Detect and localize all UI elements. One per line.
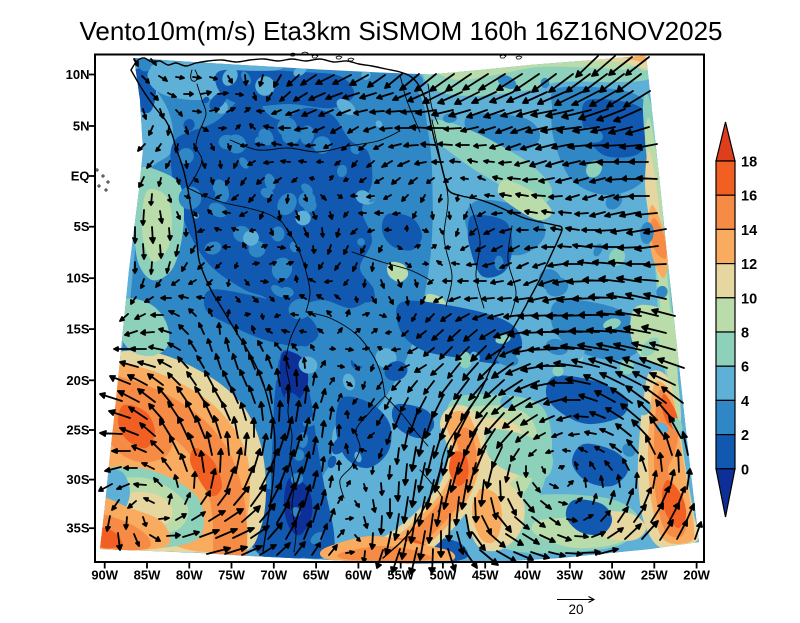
svg-text:Vento10m(m/s) Eta3km SiSMOM 16: Vento10m(m/s) Eta3km SiSMOM 160h 16Z16NO… bbox=[79, 16, 722, 46]
svg-text:35W: 35W bbox=[556, 568, 583, 583]
svg-text:40W: 40W bbox=[514, 568, 541, 583]
svg-text:16: 16 bbox=[741, 189, 757, 205]
svg-text:14: 14 bbox=[741, 223, 757, 239]
svg-text:20: 20 bbox=[568, 602, 583, 617]
svg-text:8: 8 bbox=[741, 326, 749, 342]
svg-text:70W: 70W bbox=[260, 568, 287, 583]
svg-text:90W: 90W bbox=[91, 568, 118, 583]
svg-text:10N: 10N bbox=[66, 67, 90, 82]
svg-text:35S: 35S bbox=[66, 521, 89, 536]
svg-text:18: 18 bbox=[741, 155, 757, 171]
svg-text:60W: 60W bbox=[345, 568, 372, 583]
svg-text:75W: 75W bbox=[218, 568, 245, 583]
svg-text:4: 4 bbox=[741, 394, 749, 410]
svg-text:25W: 25W bbox=[641, 568, 668, 583]
svg-text:15S: 15S bbox=[66, 322, 89, 337]
svg-text:10: 10 bbox=[741, 291, 757, 307]
svg-text:0: 0 bbox=[741, 462, 749, 478]
svg-text:10S: 10S bbox=[66, 271, 89, 286]
svg-text:6: 6 bbox=[741, 360, 749, 376]
svg-text:2: 2 bbox=[741, 428, 749, 444]
svg-text:85W: 85W bbox=[134, 568, 161, 583]
svg-text:30S: 30S bbox=[66, 472, 89, 487]
svg-text:25S: 25S bbox=[66, 423, 89, 438]
svg-text:EQ: EQ bbox=[71, 169, 90, 184]
svg-text:50W: 50W bbox=[430, 568, 457, 583]
svg-text:5N: 5N bbox=[73, 119, 90, 134]
svg-text:45W: 45W bbox=[472, 568, 499, 583]
svg-text:20S: 20S bbox=[66, 373, 89, 388]
svg-text:80W: 80W bbox=[176, 568, 203, 583]
svg-text:12: 12 bbox=[741, 257, 757, 273]
svg-text:20W: 20W bbox=[683, 568, 710, 583]
svg-text:55W: 55W bbox=[387, 568, 414, 583]
svg-text:65W: 65W bbox=[303, 568, 330, 583]
svg-text:30W: 30W bbox=[599, 568, 626, 583]
svg-text:5S: 5S bbox=[74, 219, 90, 234]
